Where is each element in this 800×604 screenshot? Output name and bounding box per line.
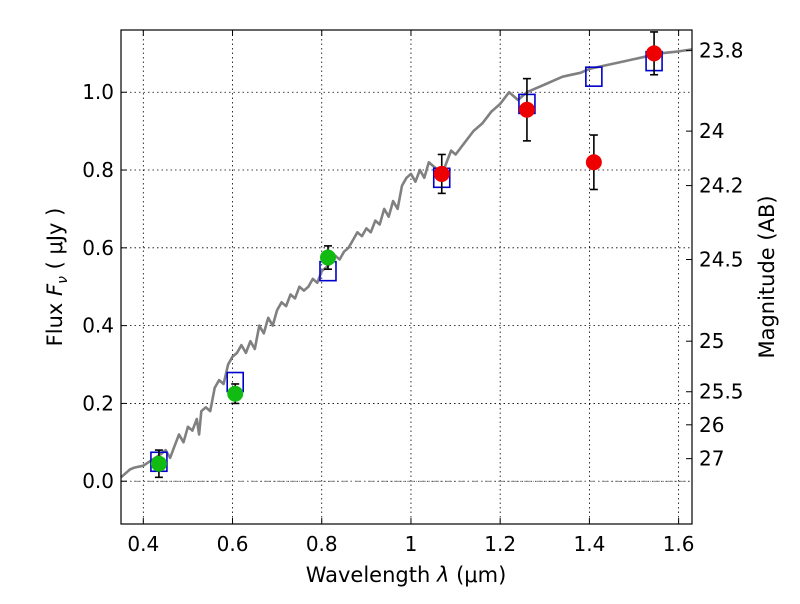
x-tick-label: 0.6 xyxy=(217,532,249,556)
y-axis-label: Flux Fν ( μJy ) xyxy=(43,208,71,347)
model-flux-square xyxy=(585,66,603,87)
x-tick-label: 0.8 xyxy=(306,532,338,556)
x-tick-labels: 0.4 0.6 0.8 1 1.2 1.4 1.6 xyxy=(127,532,694,556)
x-axis-label: Wavelength λ (μm) xyxy=(306,563,507,587)
x-tick-label: 1 xyxy=(405,532,418,556)
photometry-point xyxy=(585,154,602,171)
photometry-point xyxy=(518,101,535,118)
tick-marks xyxy=(121,30,692,524)
grid-lines xyxy=(121,30,692,524)
y2-tick-label: 24.5 xyxy=(699,247,744,271)
x-tick-label: 1.6 xyxy=(663,532,695,556)
plot-frame xyxy=(120,29,693,525)
y-tick-label: 0.8 xyxy=(82,158,114,182)
y-tick-label: 0.4 xyxy=(82,314,114,338)
y2-tick-label: 27 xyxy=(699,447,724,471)
x-tick-label: 0.4 xyxy=(127,532,159,556)
y2-tick-label: 26 xyxy=(699,413,724,437)
photometry-point xyxy=(646,45,663,62)
markers-layer xyxy=(150,31,663,479)
photometry-point xyxy=(150,455,167,472)
y-tick-label: 1.0 xyxy=(82,80,114,104)
y2-tick-label: 24 xyxy=(699,119,724,143)
model-sed-line xyxy=(120,48,693,479)
y2-tick-label: 25.5 xyxy=(699,380,744,404)
x-tick-label: 1.2 xyxy=(484,532,516,556)
y2-tick-labels: 23.8 24 24.2 24.5 25 25.5 26 27 xyxy=(699,39,744,471)
y2-axis-label: Magnitude (AB) xyxy=(755,195,779,358)
photometry-point xyxy=(227,385,244,402)
photometry-point xyxy=(319,249,336,266)
y-tick-label: 0.6 xyxy=(82,236,114,260)
model-sed-layer xyxy=(120,48,693,479)
y2-tick-label: 23.8 xyxy=(699,39,744,63)
y-tick-label: 0.0 xyxy=(82,469,114,493)
y2-tick-label: 25 xyxy=(699,329,724,353)
photometry-point xyxy=(433,165,450,182)
y2-tick-label: 24.2 xyxy=(699,174,744,198)
y-tick-label: 0.2 xyxy=(82,391,114,415)
y-tick-labels: 0.0 0.2 0.4 0.6 0.8 1.0 xyxy=(82,80,114,493)
x-tick-label: 1.4 xyxy=(573,532,605,556)
